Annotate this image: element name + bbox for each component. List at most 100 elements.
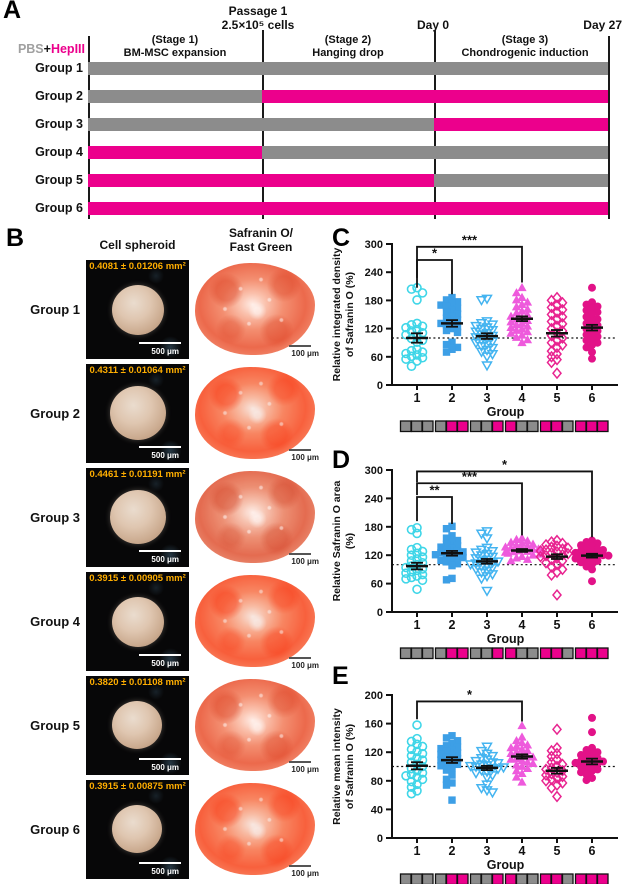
treatment-square: [539, 873, 552, 884]
data-point: [448, 299, 456, 308]
safranin-stain-blob: [195, 471, 315, 563]
data-point: [406, 744, 417, 755]
significance-bracket: [416, 482, 523, 536]
data-point: [528, 758, 538, 768]
data-point: [486, 788, 499, 799]
data-point: [401, 354, 411, 364]
significance-asterisks: ***: [462, 232, 478, 247]
data-point: [448, 324, 456, 333]
safranin-stain-blob: [195, 679, 315, 771]
data-point: [481, 773, 493, 784]
treatment-square: [574, 647, 587, 660]
spheroid: [112, 805, 162, 853]
data-point: [517, 744, 527, 753]
spheroid: [112, 701, 162, 749]
data-point: [437, 750, 445, 759]
data-point: [552, 341, 562, 354]
data-point: [511, 553, 522, 562]
data-point: [582, 336, 591, 345]
data-point: [546, 308, 557, 321]
data-point: [517, 324, 527, 333]
data-point: [511, 765, 522, 775]
data-point: [552, 747, 562, 760]
data-point: [442, 576, 451, 584]
mean-sem-error-bar: [441, 756, 463, 764]
mean-sem-error-bar: [546, 329, 568, 338]
y-axis-title-line1: Relative integrated density: [331, 248, 343, 382]
data-point: [442, 766, 451, 774]
significance-asterisks: *: [502, 457, 508, 472]
data-point: [475, 295, 488, 307]
data-point: [459, 553, 467, 562]
data-point: [522, 327, 533, 336]
mean-sem-error-bar: [476, 558, 498, 565]
mean-sem-error-bar: [581, 552, 603, 559]
data-point: [412, 786, 422, 796]
significance-asterisks: ***: [462, 469, 478, 484]
data-point: [552, 334, 562, 347]
data-point: [552, 753, 562, 766]
data-point: [522, 304, 533, 313]
spheroid-image: 0.4461 ± 0.01191 mm² 500 μm: [86, 468, 189, 567]
data-point: [448, 532, 456, 540]
data-point: [481, 352, 493, 363]
safranin-image: 100 μm: [192, 468, 325, 567]
data-point: [557, 563, 568, 576]
treatment-square: [480, 873, 493, 884]
spheroid-row: Group 2 0.4311 ± 0.01064 mm² 500 μm 100 μm: [0, 364, 330, 463]
data-point: [481, 534, 493, 545]
treatment-square: [550, 873, 563, 884]
series-group-5: [535, 534, 573, 601]
timeline-bar-segment: [262, 174, 434, 187]
data-point: [481, 586, 493, 597]
data-point: [546, 756, 557, 769]
data-point: [401, 770, 411, 781]
series-group-5: [546, 291, 568, 380]
significance-asterisks: **: [429, 482, 440, 497]
treatment-square: [434, 420, 447, 433]
safranin-stain-blob: [195, 367, 315, 459]
scale-bar-500-label: 500 μm: [151, 451, 179, 460]
data-point: [582, 776, 591, 785]
data-point: [546, 750, 557, 763]
spheroid-area-value: 0.4081 ± 0.01206 mm²: [89, 261, 186, 272]
treatment-square: [469, 647, 482, 660]
panel-b-label: B: [6, 224, 25, 252]
legend-hepiii: HepIII: [50, 42, 85, 56]
treatment-square: [491, 873, 504, 884]
series-group-6: [571, 713, 607, 785]
data-point: [552, 771, 562, 784]
data-point: [412, 528, 422, 539]
data-point: [442, 321, 451, 329]
x-tick-label: 1: [414, 391, 421, 405]
spheroid-group-label: Group 6: [30, 822, 80, 837]
spheroid-image: 0.4311 ± 0.01064 mm² 500 μm: [86, 364, 189, 463]
timeline-bar-segment: [262, 90, 434, 103]
y-axis-title-line2: (%): [344, 533, 356, 549]
treatment-square: [469, 873, 482, 884]
y-tick-label: 60: [371, 579, 383, 591]
data-point: [552, 348, 562, 360]
data-point: [417, 335, 428, 346]
series-group-2: [437, 293, 462, 356]
data-point: [588, 354, 596, 363]
x-tick-label: 4: [519, 391, 526, 405]
series-group-6: [571, 536, 613, 586]
milestone-passage: Passage 1 2.5×10⁵ cells: [193, 4, 323, 32]
treatment-square: [456, 647, 469, 660]
data-point: [506, 328, 516, 337]
treatment-square: [574, 873, 587, 884]
milestone-passage-line2: 2.5×10⁵ cells: [221, 18, 295, 32]
mean-sem-error-bar: [476, 332, 498, 340]
y-axis-title-line2: of Safranin O (%): [344, 272, 356, 357]
data-point: [442, 742, 451, 750]
data-point: [546, 561, 557, 574]
data-point: [448, 739, 456, 748]
data-point: [552, 534, 562, 547]
y-axis-title-line1: Relative Safranin O area: [331, 480, 343, 601]
spheroid: [112, 597, 164, 647]
treatment-pattern-strip: [399, 647, 609, 660]
col-header-safranin-line1: Safranin O/: [228, 226, 293, 240]
data-point: [442, 546, 451, 554]
panel-c-label: C: [332, 224, 351, 252]
